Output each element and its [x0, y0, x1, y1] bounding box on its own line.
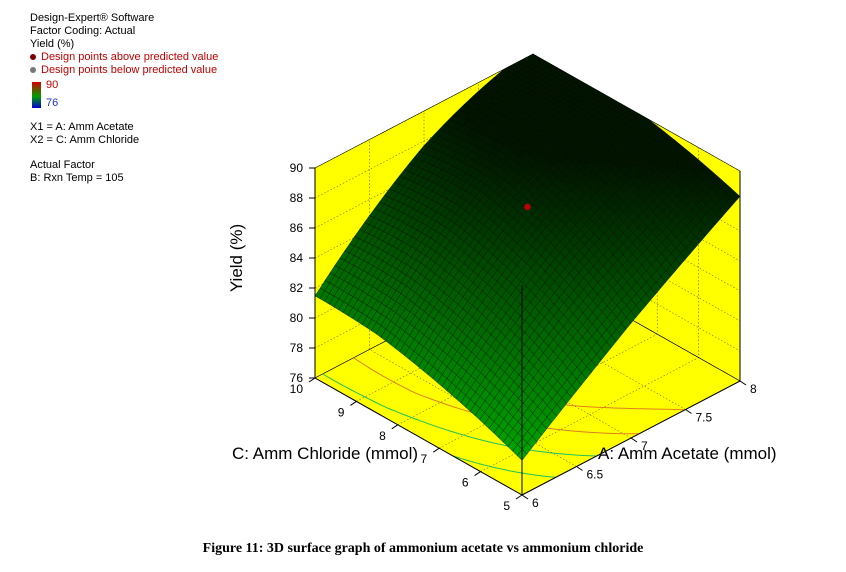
software-label: Design-Expert® Software — [30, 12, 155, 24]
color-scale-bar — [32, 82, 41, 108]
color-scale-max: 90 — [46, 79, 59, 91]
color-scale-min: 76 — [46, 97, 59, 109]
x-tick-label-2: 7 — [641, 439, 648, 453]
z-tick-label-6: 88 — [290, 191, 304, 205]
response-surface — [314, 53, 741, 461]
z-tick-label-0: 76 — [290, 371, 304, 385]
y-tick-1 — [474, 471, 481, 477]
x-tick-3 — [685, 409, 692, 414]
x-tick-4 — [739, 380, 747, 386]
x-tick-2 — [630, 437, 638, 443]
y-axis-label: C: Amm Chloride (mmol) — [232, 444, 418, 463]
x1-label: X1 = A: Amm Acetate — [30, 121, 134, 133]
y-tick-label-1: 6 — [462, 476, 469, 490]
z-axis-label: Yield (%) — [227, 224, 246, 292]
color-scale: 90 76 — [30, 79, 218, 109]
design-points — [524, 203, 531, 211]
y-tick-label-3: 8 — [379, 429, 386, 443]
legend-below-label: Design points below predicted value — [41, 64, 218, 76]
z-tick-label-3: 82 — [290, 281, 304, 295]
surface-cell — [730, 191, 741, 203]
legend: Design-Expert® Software Factor Coding: A… — [30, 12, 218, 185]
x-tick-1 — [576, 466, 583, 471]
actual-factor-value: B: Rxn Temp = 105 — [30, 172, 124, 184]
y-tick-5 — [308, 377, 316, 383]
figure-caption: Figure 11: 3D surface graph of ammonium … — [202, 541, 644, 556]
design-point-0 — [524, 203, 531, 211]
factor-coding-label: Factor Coding: Actual — [30, 25, 136, 37]
z-tick-label-7: 90 — [290, 161, 304, 175]
dot-above-icon — [30, 54, 36, 61]
x2-label: X2 = C: Amm Chloride — [30, 134, 140, 146]
y-tick-0 — [515, 494, 523, 500]
frame-edge-1 — [314, 377, 523, 496]
legend-above: Design points above predicted value — [30, 51, 218, 64]
z-tick-label-2: 80 — [290, 311, 304, 325]
y-tick-label-0: 5 — [503, 499, 510, 513]
y-tick-label-4: 9 — [338, 405, 345, 419]
legend-above-label: Design points above predicted value — [41, 51, 219, 63]
x-tick-label-4: 8 — [750, 382, 757, 396]
actual-factor-title: Actual Factor — [30, 159, 95, 171]
response-label: Yield (%) — [30, 38, 75, 50]
z-tick-label-1: 78 — [290, 341, 304, 355]
y-tick-2 — [432, 447, 440, 453]
y-tick-4 — [350, 400, 357, 406]
x-axis-label: A: Amm Acetate (mmol) — [598, 444, 777, 463]
z-tick-label-4: 84 — [290, 251, 304, 265]
x-tick-label-1: 6.5 — [587, 468, 604, 482]
contour-80 — [452, 455, 556, 478]
y-tick-3 — [391, 424, 399, 430]
contour-82 — [322, 373, 597, 457]
x-tick-0 — [521, 494, 529, 500]
contour-84 — [353, 357, 639, 435]
legend-below: Design points below predicted value — [30, 64, 218, 77]
y-tick-label-2: 7 — [421, 452, 428, 466]
y-tick-label-5: 10 — [290, 382, 304, 396]
z-tick-label-5: 86 — [290, 221, 304, 235]
dot-below-icon — [30, 67, 36, 74]
x-tick-label-3: 7.5 — [696, 411, 713, 425]
x-tick-label-0: 6 — [532, 496, 539, 510]
